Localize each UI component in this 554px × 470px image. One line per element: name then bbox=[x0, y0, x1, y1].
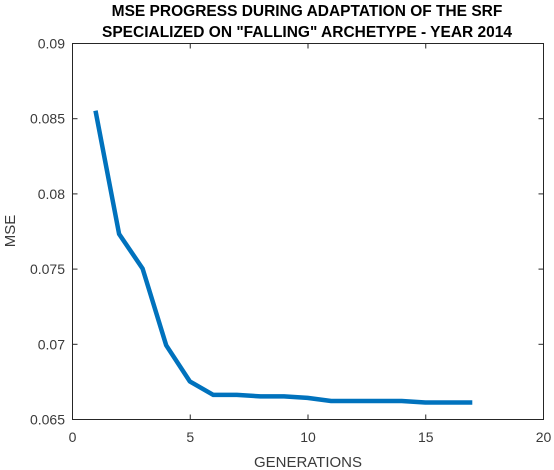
plot-area bbox=[72, 43, 544, 420]
x-tick-label-4: 20 bbox=[536, 429, 552, 445]
y-axis-label: MSE bbox=[2, 215, 19, 248]
x-tick-label-2: 10 bbox=[300, 429, 316, 445]
x-axis-label: GENERATIONS bbox=[254, 454, 362, 470]
y-tick-label-5: 0.09 bbox=[38, 36, 65, 52]
y-tick-label-0: 0.065 bbox=[30, 412, 65, 428]
x-tick-label-1: 5 bbox=[186, 429, 194, 445]
x-tick-label-0: 0 bbox=[69, 429, 77, 445]
y-tick-label-4: 0.085 bbox=[30, 111, 65, 127]
chart-title-line-2: SPECIALIZED ON "FALLING" ARCHETYPE - YEA… bbox=[102, 24, 512, 41]
chart-title-line-1: MSE PROGRESS DURING ADAPTATION OF THE SR… bbox=[112, 3, 503, 20]
x-tick-label-3: 15 bbox=[418, 429, 434, 445]
y-tick-label-1: 0.07 bbox=[38, 336, 65, 352]
axis-tick-labels: 0 5 10 15 20 0.065 0.07 0.075 0.08 0.085 0.09 bbox=[30, 36, 552, 446]
y-tick-label-3: 0.08 bbox=[38, 186, 65, 202]
series-line-0 bbox=[93, 110, 473, 405]
axis-ticks bbox=[72, 43, 544, 420]
series-group bbox=[93, 110, 473, 405]
y-tick-label-2: 0.075 bbox=[30, 261, 65, 277]
